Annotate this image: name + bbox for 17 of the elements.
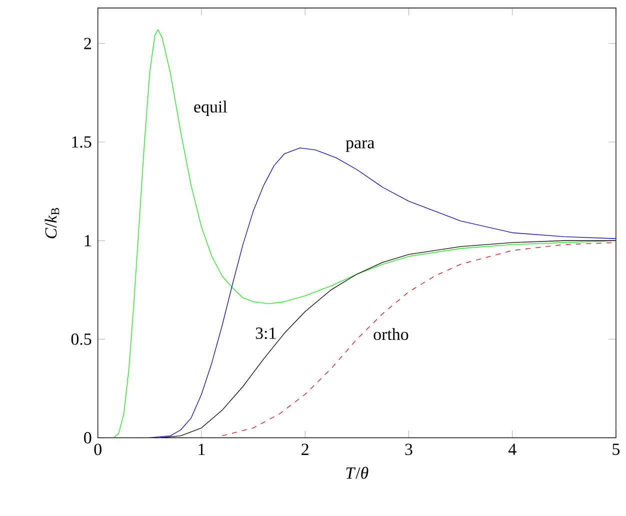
x-tick-label: 0	[94, 444, 102, 456]
y-tick-label: 1	[84, 235, 91, 246]
x-axis-title: T/θ	[346, 466, 368, 479]
series-label: ortho	[374, 328, 408, 340]
y-tick-label: 0.5	[71, 334, 92, 346]
x-tick-label: 2	[302, 444, 308, 456]
x-tick-label: 3	[405, 444, 412, 456]
y-axis-title: C/k$_{B}$	[44, 208, 60, 238]
series-label: para	[346, 140, 374, 152]
series-label: equil	[194, 100, 228, 116]
series-label: 3:1	[256, 328, 276, 340]
x-tick-label: 5	[612, 444, 620, 456]
x-tick-label: 1	[198, 444, 205, 456]
y-tick-label: 2	[84, 38, 91, 50]
x-tick-label: 4	[508, 444, 516, 456]
y-tick-label: 0	[84, 432, 92, 444]
y-tick-label: 1.5	[72, 136, 92, 148]
